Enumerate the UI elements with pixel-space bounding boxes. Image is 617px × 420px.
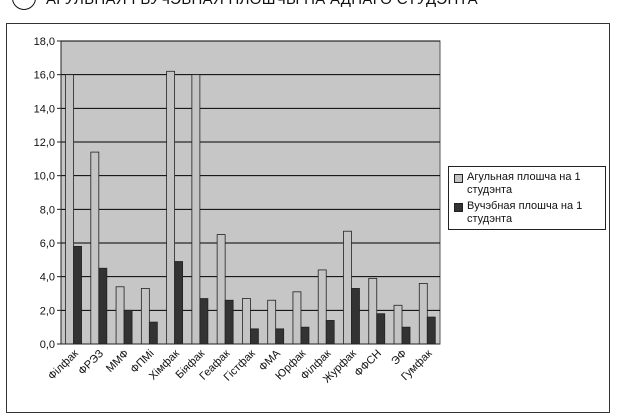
page-heading-strip: АГУЛЬНАЯ І ВУЧЭБНАЯ ПЛОШЧЫ НА АДНАГО СТУ… — [0, 0, 617, 22]
bar-total-area — [368, 277, 378, 345]
legend-swatch-total-area — [454, 174, 463, 183]
x-tick-label: Філфак — [46, 348, 81, 383]
bar-total-area — [115, 286, 125, 345]
bar-study-area — [199, 298, 209, 345]
bar-study-area — [351, 288, 360, 345]
bar-total-area — [267, 299, 277, 345]
y-tick-label: 14,0 — [34, 103, 55, 115]
x-tick-label: ФФСН — [352, 348, 384, 380]
bar-total-area — [317, 269, 327, 345]
bar-study-area — [123, 309, 133, 345]
y-tick-label: 12,0 — [34, 137, 55, 149]
y-tick-label: 10,0 — [34, 171, 55, 183]
bar-study-area — [73, 245, 82, 345]
bar-study-area — [401, 326, 411, 345]
y-tick-label: 16,0 — [34, 70, 55, 82]
bar-total-area — [242, 298, 251, 345]
bar-study-area — [174, 261, 184, 345]
bar-study-area — [376, 313, 386, 345]
y-tick-label: 8,0 — [40, 204, 55, 216]
y-tick-label: 6,0 — [40, 238, 55, 250]
legend-item-study-area: Вучэбная плошча на 1 студэнта — [454, 200, 600, 226]
bar-total-area — [216, 234, 226, 345]
y-tick-label: 2,0 — [40, 305, 55, 317]
x-tick-label: ММФ — [104, 348, 131, 375]
bar-total-area — [418, 282, 428, 345]
bar-study-area — [275, 328, 285, 345]
bar-total-area — [292, 291, 302, 345]
legend-label-total-area: Агульная плошча на 1 студэнта — [467, 171, 581, 196]
bar-total-area — [65, 74, 74, 345]
bar-total-area — [140, 288, 150, 345]
bar-total-area — [90, 151, 100, 345]
bar-total-area — [166, 70, 176, 345]
bar-study-area — [325, 320, 335, 345]
bar-study-area — [250, 328, 259, 345]
bar-study-area — [224, 299, 234, 345]
bar-total-area — [191, 74, 201, 345]
y-tick-label: 4,0 — [40, 272, 55, 284]
legend-label-study-area: Вучэбная плошча на 1 студэнта — [467, 200, 583, 225]
bar-study-area — [426, 316, 436, 345]
bar-study-area — [148, 321, 158, 345]
bar-study-area — [98, 267, 108, 345]
x-tick-label: ЭФ — [389, 348, 409, 368]
y-tick-label: 18,0 — [34, 36, 55, 48]
bar-study-area — [300, 326, 310, 345]
legend-item-total-area: Агульная плошча на 1 студэнта — [454, 171, 600, 197]
legend-swatch-study-area — [454, 203, 463, 212]
x-tick-label: ФРЭЗ — [76, 347, 106, 377]
chart-legend: Агульная плошча на 1 студэнта Вучэбная п… — [448, 166, 606, 230]
bar-total-area — [393, 304, 403, 345]
bar-total-area — [343, 230, 352, 345]
y-tick-label: 0,0 — [40, 339, 55, 351]
page-heading: АГУЛЬНАЯ І ВУЧЭБНАЯ ПЛОШЧЫ НА АДНАГО СТУ… — [46, 0, 478, 8]
